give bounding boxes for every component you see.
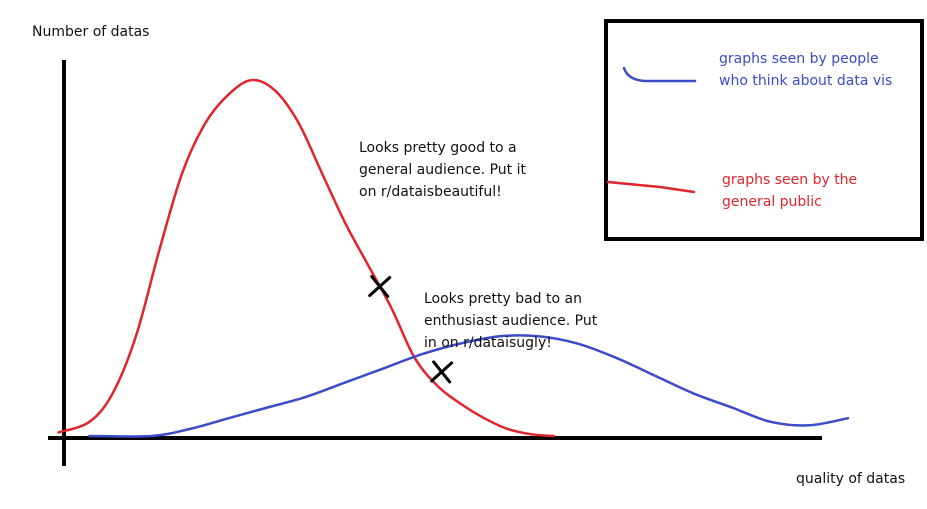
annotation-bad-line-1: Looks pretty bad to an <box>424 291 582 307</box>
annotation-good-line-3: on r/dataisbeautiful! <box>359 184 502 200</box>
legend-swatch-blue <box>622 66 697 83</box>
annotation-x-mark <box>430 360 454 384</box>
series-line-data-vis-people <box>88 334 850 438</box>
annotation-bad-line-2: enthusiast audience. Put <box>424 313 598 329</box>
legend-swatch-red <box>606 180 696 194</box>
annotation-bad-line-3: in on r/dataisugly! <box>424 335 552 351</box>
legend-label-red-line-1: graphs seen by the <box>722 172 857 188</box>
legend: graphs seen by people who think about da… <box>604 19 924 241</box>
annotation-good-line-2: general audience. Put it <box>359 162 526 178</box>
legend-label-blue-line-2: who think about data vis <box>719 73 892 89</box>
x-axis-label: quality of datas <box>796 471 905 487</box>
legend-label-red-line-2: general public <box>722 194 822 210</box>
legend-label-blue-line-1: graphs seen by people <box>719 51 879 67</box>
annotation-x-mark <box>368 274 392 298</box>
annotation-good-line-1: Looks pretty good to a <box>359 140 517 156</box>
legend-box <box>604 19 924 241</box>
y-axis-label: Number of datas <box>32 24 149 40</box>
series-line-general-public <box>57 78 556 438</box>
